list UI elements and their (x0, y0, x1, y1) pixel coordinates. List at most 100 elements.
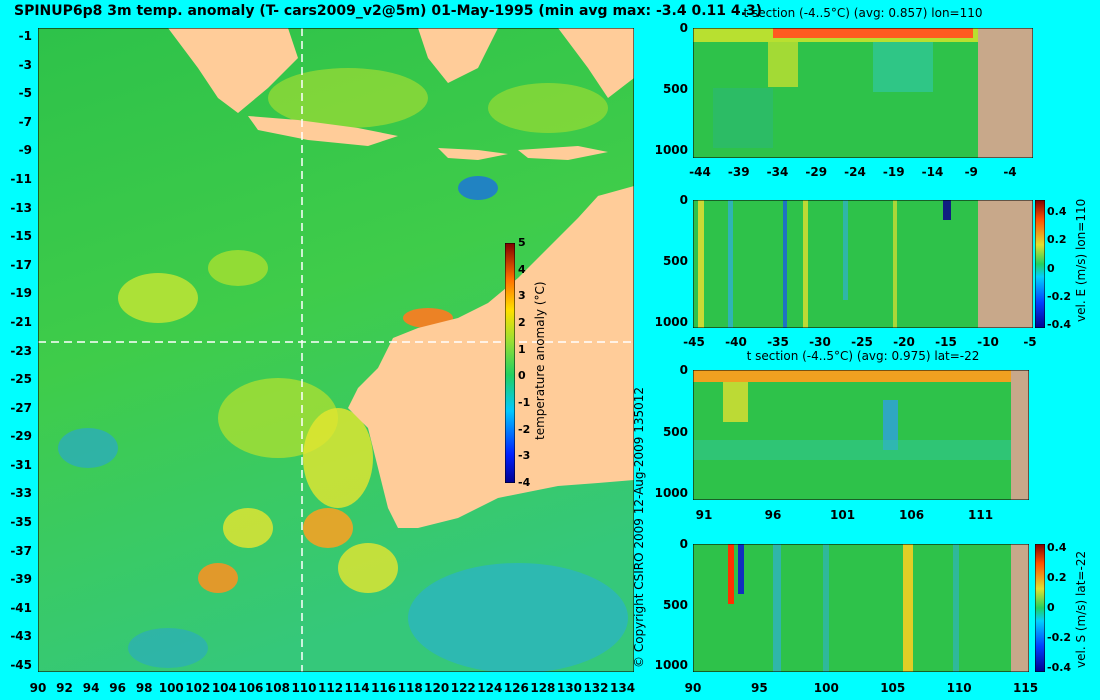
y-tick-label: -37 (10, 543, 32, 558)
x-tick-label: 105 (880, 681, 906, 695)
x-tick-label: 115 (1013, 681, 1039, 695)
x-tick-label: 101 (830, 508, 856, 522)
y-tick-label: -1 (18, 29, 32, 43)
x-tick-label: -19 (882, 165, 905, 179)
x-tick-label: -30 (809, 335, 831, 349)
x-tick-label: -20 (893, 335, 915, 349)
colorbar-tick-label: -2 (518, 422, 531, 436)
x-tick-label: -39 (727, 165, 750, 179)
y-tick-label: -21 (10, 314, 32, 329)
x-tick-label: 122 (450, 681, 476, 695)
x-tick-label: 134 (610, 681, 636, 695)
y-tick-label: -5 (18, 86, 32, 101)
x-tick-label: 120 (424, 681, 450, 695)
x-tick-label: 132 (583, 681, 609, 695)
vel-e-colorbar (1035, 200, 1045, 328)
colorbar-tick-label: -0.2 (1047, 631, 1072, 644)
x-tick-label: 111 (968, 508, 994, 522)
t-section-lat-plot (693, 370, 1029, 500)
x-tick-label: 94 (82, 681, 100, 695)
x-tick-label: 110 (946, 681, 972, 695)
x-tick-label: -4 (1003, 165, 1017, 179)
x-tick-label: 112 (318, 681, 344, 695)
x-tick-label: -45 (683, 335, 705, 349)
page-title: SPINUP6p8 3m temp. anomaly (T- cars2009_… (14, 3, 763, 19)
colorbar-tick-label: 4 (518, 262, 526, 276)
x-tick-label: 91 (695, 508, 713, 522)
y-tick-label: -29 (10, 429, 32, 444)
y-tick-label: 1000 (654, 143, 688, 157)
t-section-lon-title: t section (-4..5°C) (avg: 0.857) lon=110 (743, 6, 983, 20)
x-tick-label: 124 (477, 681, 503, 695)
colorbar-tick-label: 0.2 (1047, 571, 1067, 584)
x-tick-label: 100 (813, 681, 839, 695)
temperature-colorbar-label: temperature anomaly (°C) (533, 281, 547, 440)
x-tick-label: 102 (185, 681, 211, 695)
vel-s-colorbar-label: vel. S (m/s) lat=-22 (1074, 550, 1088, 668)
y-tick-label: -13 (10, 200, 32, 215)
colorbar-tick-label: -3 (518, 449, 531, 463)
x-tick-label: 96 (764, 508, 782, 522)
y-tick-label: 0 (679, 21, 688, 35)
y-tick-label: -39 (10, 572, 32, 587)
t-section-lon-plot (693, 28, 1033, 158)
x-tick-label: -5 (1023, 335, 1037, 349)
y-tick-label: -25 (10, 372, 32, 387)
y-tick-label: 1000 (654, 658, 688, 672)
y-tick-label: -11 (10, 171, 32, 186)
y-tick-label: 500 (662, 597, 688, 612)
x-tick-label: 114 (344, 681, 370, 695)
vel-e-section-plot (693, 200, 1033, 328)
colorbar-tick-label: 5 (518, 236, 526, 249)
x-tick-label: -14 (921, 165, 944, 179)
t-section-lat-title: t section (-4..5°C) (avg: 0.975) lat=-22 (746, 349, 980, 363)
x-tick-label: 116 (371, 681, 397, 695)
x-tick-label: 108 (264, 681, 290, 695)
x-tick-label: -44 (689, 165, 711, 179)
vel-s-colorbar (1035, 544, 1045, 672)
x-tick-label: -24 (844, 165, 866, 179)
colorbar-tick-label: 3 (518, 289, 526, 303)
x-tick-label: 106 (899, 508, 925, 522)
y-tick-label: 0 (679, 363, 688, 377)
x-tick-label: 104 (211, 681, 237, 695)
vel-e-colorbar-label: vel. E (m/s) lon=110 (1074, 198, 1088, 322)
land-masses (168, 28, 634, 528)
x-tick-label: 110 (291, 681, 317, 695)
y-tick-label: -31 (10, 457, 32, 472)
temperature-colorbar (505, 243, 515, 483)
vel-s-section-plot (693, 544, 1029, 672)
x-tick-label: -25 (851, 335, 873, 349)
colorbar-tick-label: 0.2 (1047, 233, 1067, 247)
x-tick-label: 128 (530, 681, 556, 695)
colorbar-tick-label: 0 (1047, 261, 1055, 275)
x-tick-label: -9 (964, 165, 978, 179)
y-tick-label: -33 (10, 486, 32, 501)
colorbar-tick-label: -1 (518, 396, 531, 409)
x-tick-label: -10 (977, 335, 999, 349)
x-tick-label: 130 (556, 681, 582, 695)
x-tick-label: 98 (135, 681, 153, 695)
colorbar-tick-label: -4 (518, 476, 531, 489)
x-tick-label: -15 (935, 335, 957, 349)
colorbar-tick-label: 0.4 (1047, 205, 1067, 218)
x-tick-label: 90 (684, 681, 702, 695)
colorbar-tick-label: 0 (518, 369, 526, 383)
y-tick-label: 500 (662, 254, 688, 268)
colorbar-tick-label: -0.2 (1047, 289, 1072, 303)
y-tick-label: -23 (10, 343, 32, 358)
y-tick-label: -43 (10, 629, 32, 644)
y-tick-label: -7 (18, 114, 32, 129)
x-tick-label: 96 (109, 681, 126, 695)
y-tick-label: 1000 (654, 315, 688, 329)
y-tick-label: 1000 (654, 486, 688, 500)
anomaly-field (58, 68, 628, 672)
y-tick-label: -41 (10, 600, 32, 615)
y-tick-label: -17 (10, 257, 32, 272)
y-tick-label: 500 (662, 82, 688, 96)
x-tick-label: -35 (767, 335, 789, 349)
x-tick-label: 126 (503, 681, 529, 695)
y-tick-label: 0 (679, 193, 688, 207)
colorbar-tick-label: 2 (518, 316, 526, 329)
y-tick-label: -19 (10, 286, 32, 301)
